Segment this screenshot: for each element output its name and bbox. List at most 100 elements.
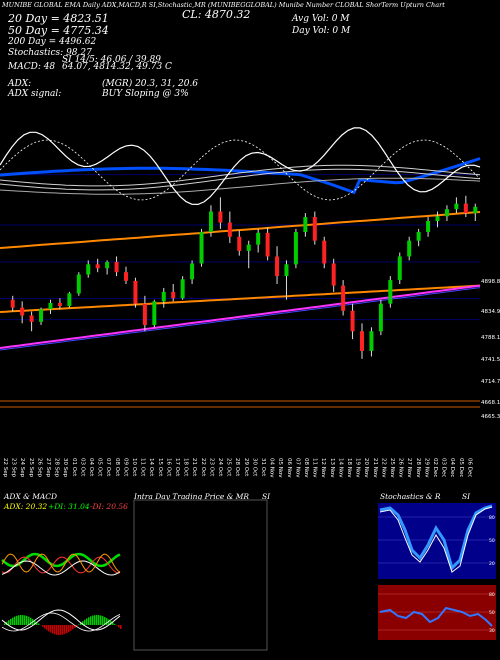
date-axis-label: 01 Oct xyxy=(71,458,77,477)
date-axis-label: 30 Oct xyxy=(251,458,257,477)
macd-histogram-bar xyxy=(42,625,44,627)
date-axis-label: 18 Nov xyxy=(346,458,352,478)
candle-body xyxy=(378,303,383,332)
macd-histogram-bar xyxy=(112,622,114,625)
ema200-lower-line xyxy=(0,284,481,313)
intraday-title: Intra Day Trading Price & MR xyxy=(134,492,250,501)
ema20-label: 20 Day = 4823.51 xyxy=(8,12,109,25)
date-axis-label: 11 Nov xyxy=(312,458,318,478)
macd-histogram-bar xyxy=(66,625,68,634)
date-axis-label: 26 Sep xyxy=(36,458,42,478)
macd-histogram-bar xyxy=(32,619,34,625)
date-axis-label: 25 Nov xyxy=(389,458,395,478)
macd-histogram-bar xyxy=(94,615,96,625)
macd-histogram-bar xyxy=(10,618,12,625)
date-axis-label: 17 Oct xyxy=(174,458,180,477)
candle-body xyxy=(86,264,91,275)
macd-histogram-bar xyxy=(4,623,6,625)
ema50-line-upper xyxy=(0,164,481,187)
candle-body xyxy=(416,232,421,241)
macd-histogram-bar xyxy=(36,621,38,625)
date-axis-label: 28 Nov xyxy=(415,458,421,478)
date-axis-label: 22 Sep xyxy=(2,458,8,478)
date-axis-label: 06 Dec xyxy=(466,458,472,477)
stoch-d-line xyxy=(379,506,493,573)
date-axis-label: 29 Nov xyxy=(423,458,429,478)
macd-histogram-bar xyxy=(104,617,106,625)
date-axis-label: 07 Nov xyxy=(294,458,300,478)
ema200-upper-line xyxy=(0,211,481,249)
date-axis-label: 27 Sep xyxy=(45,458,51,478)
candle-body xyxy=(190,263,195,280)
candle-body xyxy=(237,236,242,251)
date-axis-label: 14 Nov xyxy=(337,458,343,478)
date-axis-label: 20 Nov xyxy=(363,458,369,478)
stoch-k-line xyxy=(379,504,493,571)
rsi-level-label: 50 xyxy=(489,610,495,616)
macd-histogram-bar xyxy=(18,615,20,625)
macd-histogram-bar xyxy=(76,625,78,627)
date-axis-label: 05 Nov xyxy=(277,458,283,478)
day-volume: Day Vol: 0 M xyxy=(292,26,351,36)
date-axis-label: 02 Dec xyxy=(432,458,438,477)
date-axis-label: 04 Dec xyxy=(449,458,455,477)
rsi-level-label: 30 xyxy=(489,628,495,634)
candle-body xyxy=(10,299,15,308)
avg-volume: Avg Vol: 0 M xyxy=(292,14,350,24)
adx-panel-bg xyxy=(0,512,128,592)
date-axis-label: 25 Sep xyxy=(28,458,34,478)
macd-histogram-bar xyxy=(44,625,46,629)
date-axis-label: 25 Oct xyxy=(226,458,232,477)
candle-body xyxy=(246,244,251,251)
macd-histogram-bar xyxy=(24,615,26,625)
plus-di-value: +DI: 31.04 xyxy=(48,502,90,511)
adx-signal-label: ADX signal: xyxy=(8,89,62,99)
candle-body xyxy=(369,331,374,351)
macd-label: MACD: 48 xyxy=(8,62,56,72)
candle-body xyxy=(397,256,402,281)
date-axis-label: 19 Nov xyxy=(355,458,361,478)
candle-body xyxy=(105,261,110,269)
ema200-label: 200 Day = 4496.62 xyxy=(8,37,97,47)
candle-body xyxy=(133,280,138,304)
rsi-level-label: 80 xyxy=(489,592,495,598)
date-axis-label: 23 Sep xyxy=(11,458,17,478)
macd-histogram-bar xyxy=(26,615,28,625)
candle-body xyxy=(171,291,176,299)
candle-body xyxy=(265,232,270,257)
date-axis-label: 04 Nov xyxy=(269,458,275,478)
price-axis-label: 4668.1 xyxy=(481,400,500,406)
macd-signal-line xyxy=(1,612,121,632)
candle-body xyxy=(284,264,289,277)
plus-di-line xyxy=(1,552,121,568)
date-axis-label: 05 Dec xyxy=(458,458,464,477)
candle-body xyxy=(208,211,213,233)
stoch-title: Stochastics & R xyxy=(380,492,441,501)
macd-histogram-bar xyxy=(72,625,74,630)
macd-histogram-bar xyxy=(90,616,92,625)
candle-body xyxy=(124,272,128,281)
stochastics-value: Stochastics: 98.27 xyxy=(8,48,92,58)
adx-panel-value: ADX: 20.32 xyxy=(4,502,48,511)
rsi-value: SI 14/5: 46.06 / 39.89 xyxy=(62,55,161,65)
main-price-chart: 4898.88 4834.92 4788.14 4741.56 4714.78 4668.… xyxy=(0,127,500,478)
candle-body xyxy=(20,307,25,316)
macd-histogram-bar xyxy=(64,625,66,634)
date-axis-label: 16 Oct xyxy=(165,458,171,477)
price-axis-label: 4898.88 xyxy=(481,279,500,285)
candle-body xyxy=(454,203,459,210)
adx-signal-line xyxy=(1,553,121,573)
date-axis-label: 13 Nov xyxy=(329,458,335,478)
date-axis-label: 18 Oct xyxy=(183,458,189,477)
adx-line xyxy=(1,560,121,576)
macd-histogram-bar xyxy=(98,615,100,625)
candle-body xyxy=(161,291,166,302)
candle-body xyxy=(67,293,72,307)
price-axis-label: 4788.14 xyxy=(481,335,500,341)
stoch-level-label: 20 xyxy=(489,561,495,567)
date-axis-label: 12 Nov xyxy=(320,458,326,478)
date-axis-label: 21 Oct xyxy=(191,458,197,477)
stoch-si: SI xyxy=(462,492,471,501)
macd-histogram-bar xyxy=(6,621,8,625)
rsi-dotted-line xyxy=(0,139,481,201)
